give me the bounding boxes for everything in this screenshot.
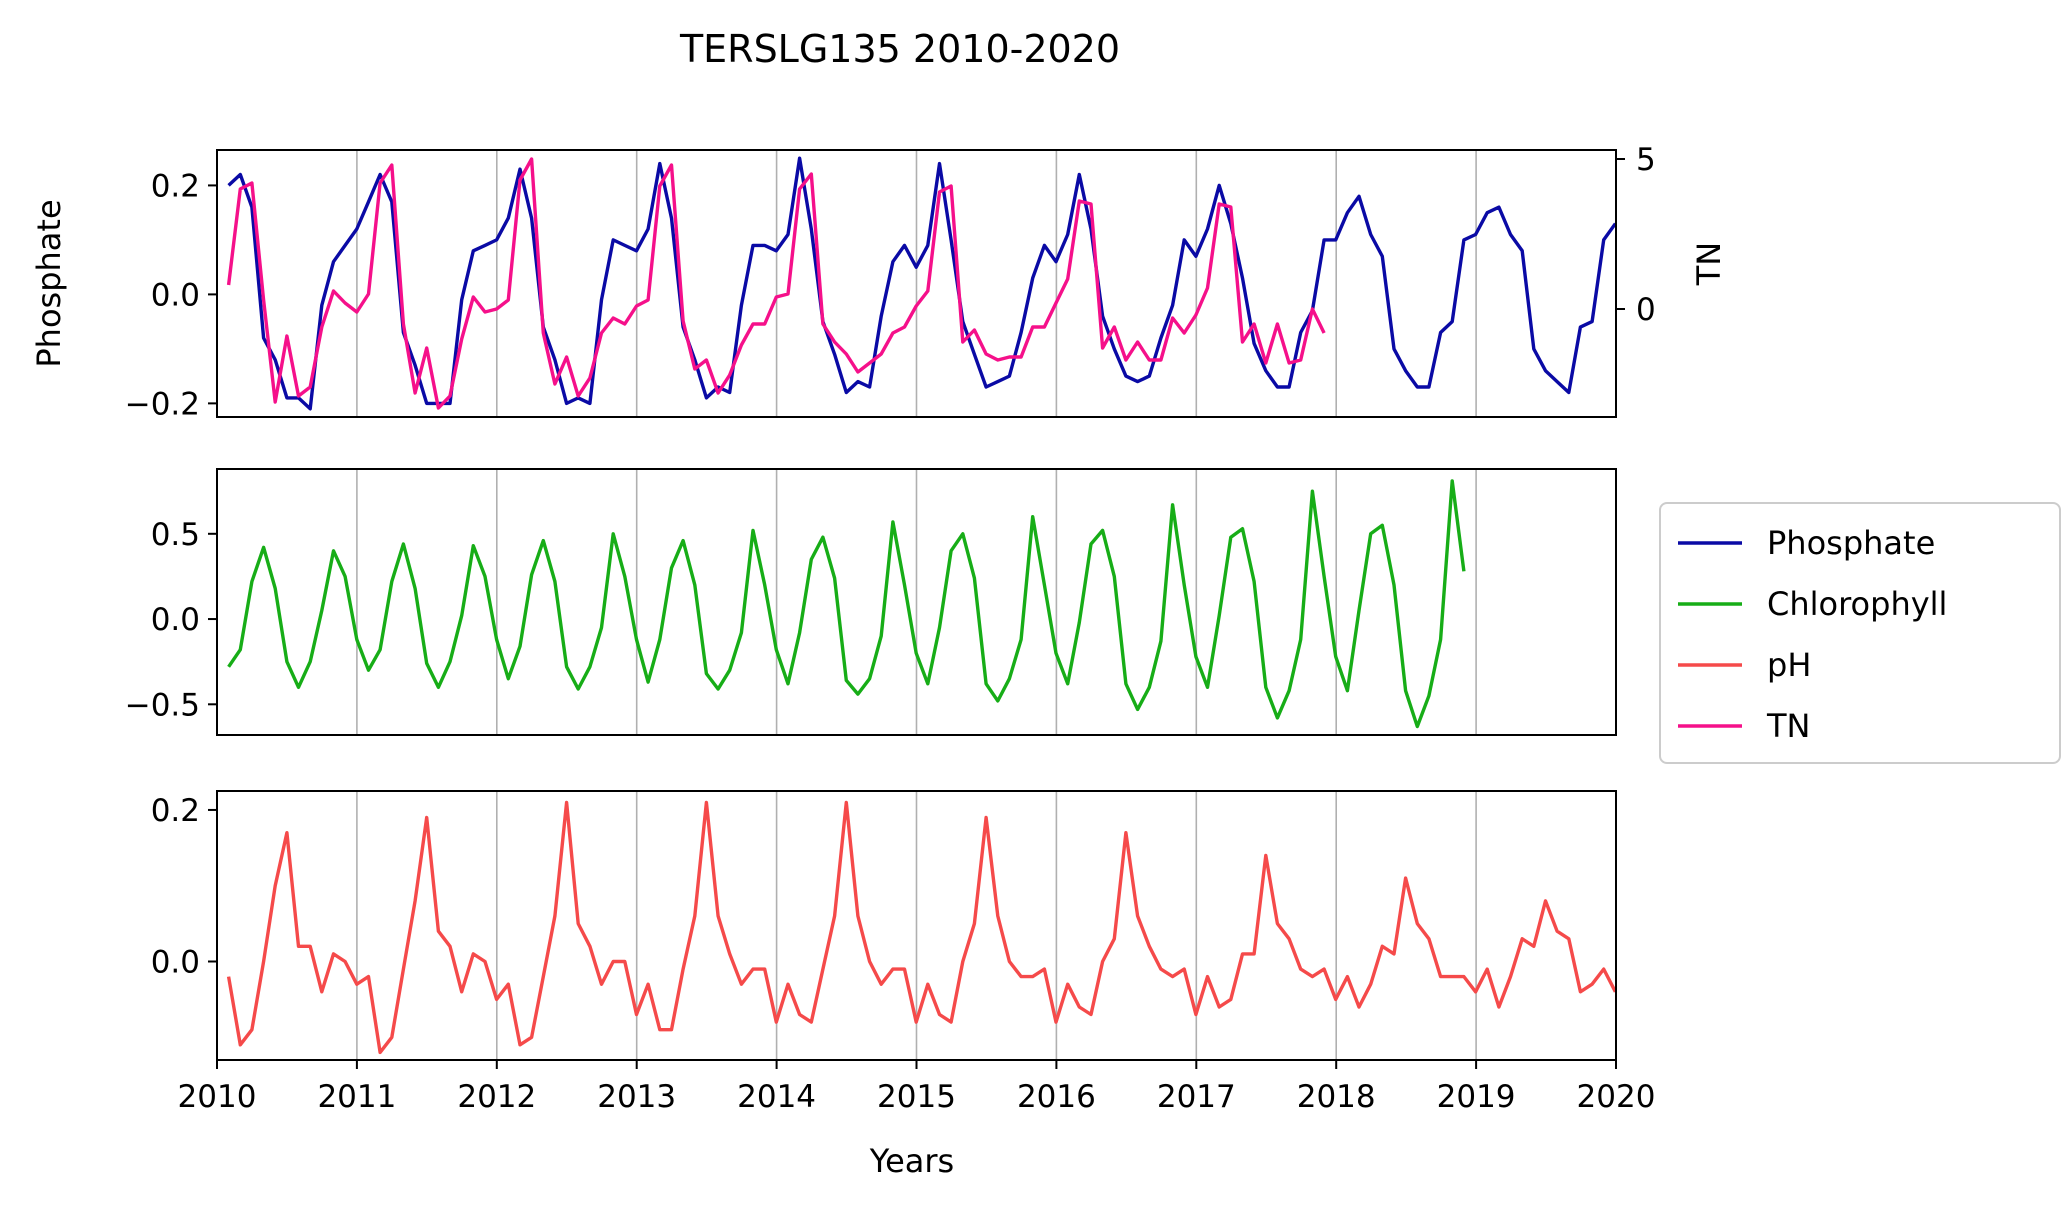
series-line-chlorophyll [227, 479, 1466, 729]
y2-axis-label: TN [1690, 242, 1728, 286]
x-tick-label: 2011 [317, 1079, 396, 1115]
legend-label: TN [1766, 707, 1810, 745]
chart-title: TERSLG135 2010-2020 [679, 27, 1120, 71]
legend-label: Phosphate [1767, 524, 1935, 562]
y2-tick-label: 5 [1636, 142, 1656, 178]
x-tick-label: 2016 [1017, 1079, 1096, 1115]
y-axis-label: Phosphate [30, 199, 68, 367]
y-tick-label: 0.2 [151, 168, 200, 204]
legend-item: TN [1678, 707, 1810, 745]
y-tick-label: 0.2 [151, 793, 200, 829]
legend-item: Chlorophyll [1678, 585, 1947, 623]
x-tick-label: 2013 [597, 1079, 676, 1115]
x-tick-label: 2014 [737, 1079, 816, 1115]
axes-frame [216, 149, 1617, 418]
legend-item: pH [1678, 646, 1811, 684]
y-tick-label: 0.0 [151, 277, 200, 313]
panel-1: 0.2 0.0 −0.2 5 0 TN Phosphate [30, 142, 1728, 422]
series-line-tn [226, 157, 1326, 410]
y-tick-label: 0.0 [151, 944, 200, 980]
legend-label: pH [1767, 646, 1811, 684]
panel-2: 0.5 0.0 −0.5 [125, 468, 1617, 736]
x-tick-label: 2018 [1297, 1079, 1376, 1115]
y-tick-label: −0.2 [125, 386, 200, 422]
panel-3: 0.2 0.0 2010 2011 2012 2013 2014 2015 2016 2017 20… [151, 790, 1656, 1115]
series-line-ph [226, 800, 1616, 1055]
series-line-phosphate [227, 156, 1616, 411]
legend: Phosphate Chlorophyll pH TN [1659, 502, 2061, 764]
x-tick-label: 2020 [1577, 1079, 1656, 1115]
panels-layer: 0.2 0.0 −0.2 5 0 TN Phosphate 0.5 0.0 −0.5 0.2 0.0 2… [30, 142, 1728, 1115]
legend-item: Phosphate [1678, 524, 1935, 562]
y-tick-label: 0.5 [151, 517, 200, 553]
x-tick-label: 2012 [457, 1079, 536, 1115]
x-axis-label: Years [869, 1142, 954, 1180]
x-tick-label: 2017 [1157, 1079, 1236, 1115]
x-tick-label: 2015 [877, 1079, 956, 1115]
y-tick-label: 0.0 [151, 602, 200, 638]
x-tick-label: 2019 [1437, 1079, 1516, 1115]
x-tick-label: 2010 [178, 1079, 257, 1115]
legend-box [1659, 502, 2061, 764]
y-tick-label: −0.5 [125, 687, 200, 723]
axes-frame [216, 468, 1617, 736]
legend-label: Chlorophyll [1767, 585, 1947, 623]
y2-tick-label: 0 [1636, 292, 1656, 328]
